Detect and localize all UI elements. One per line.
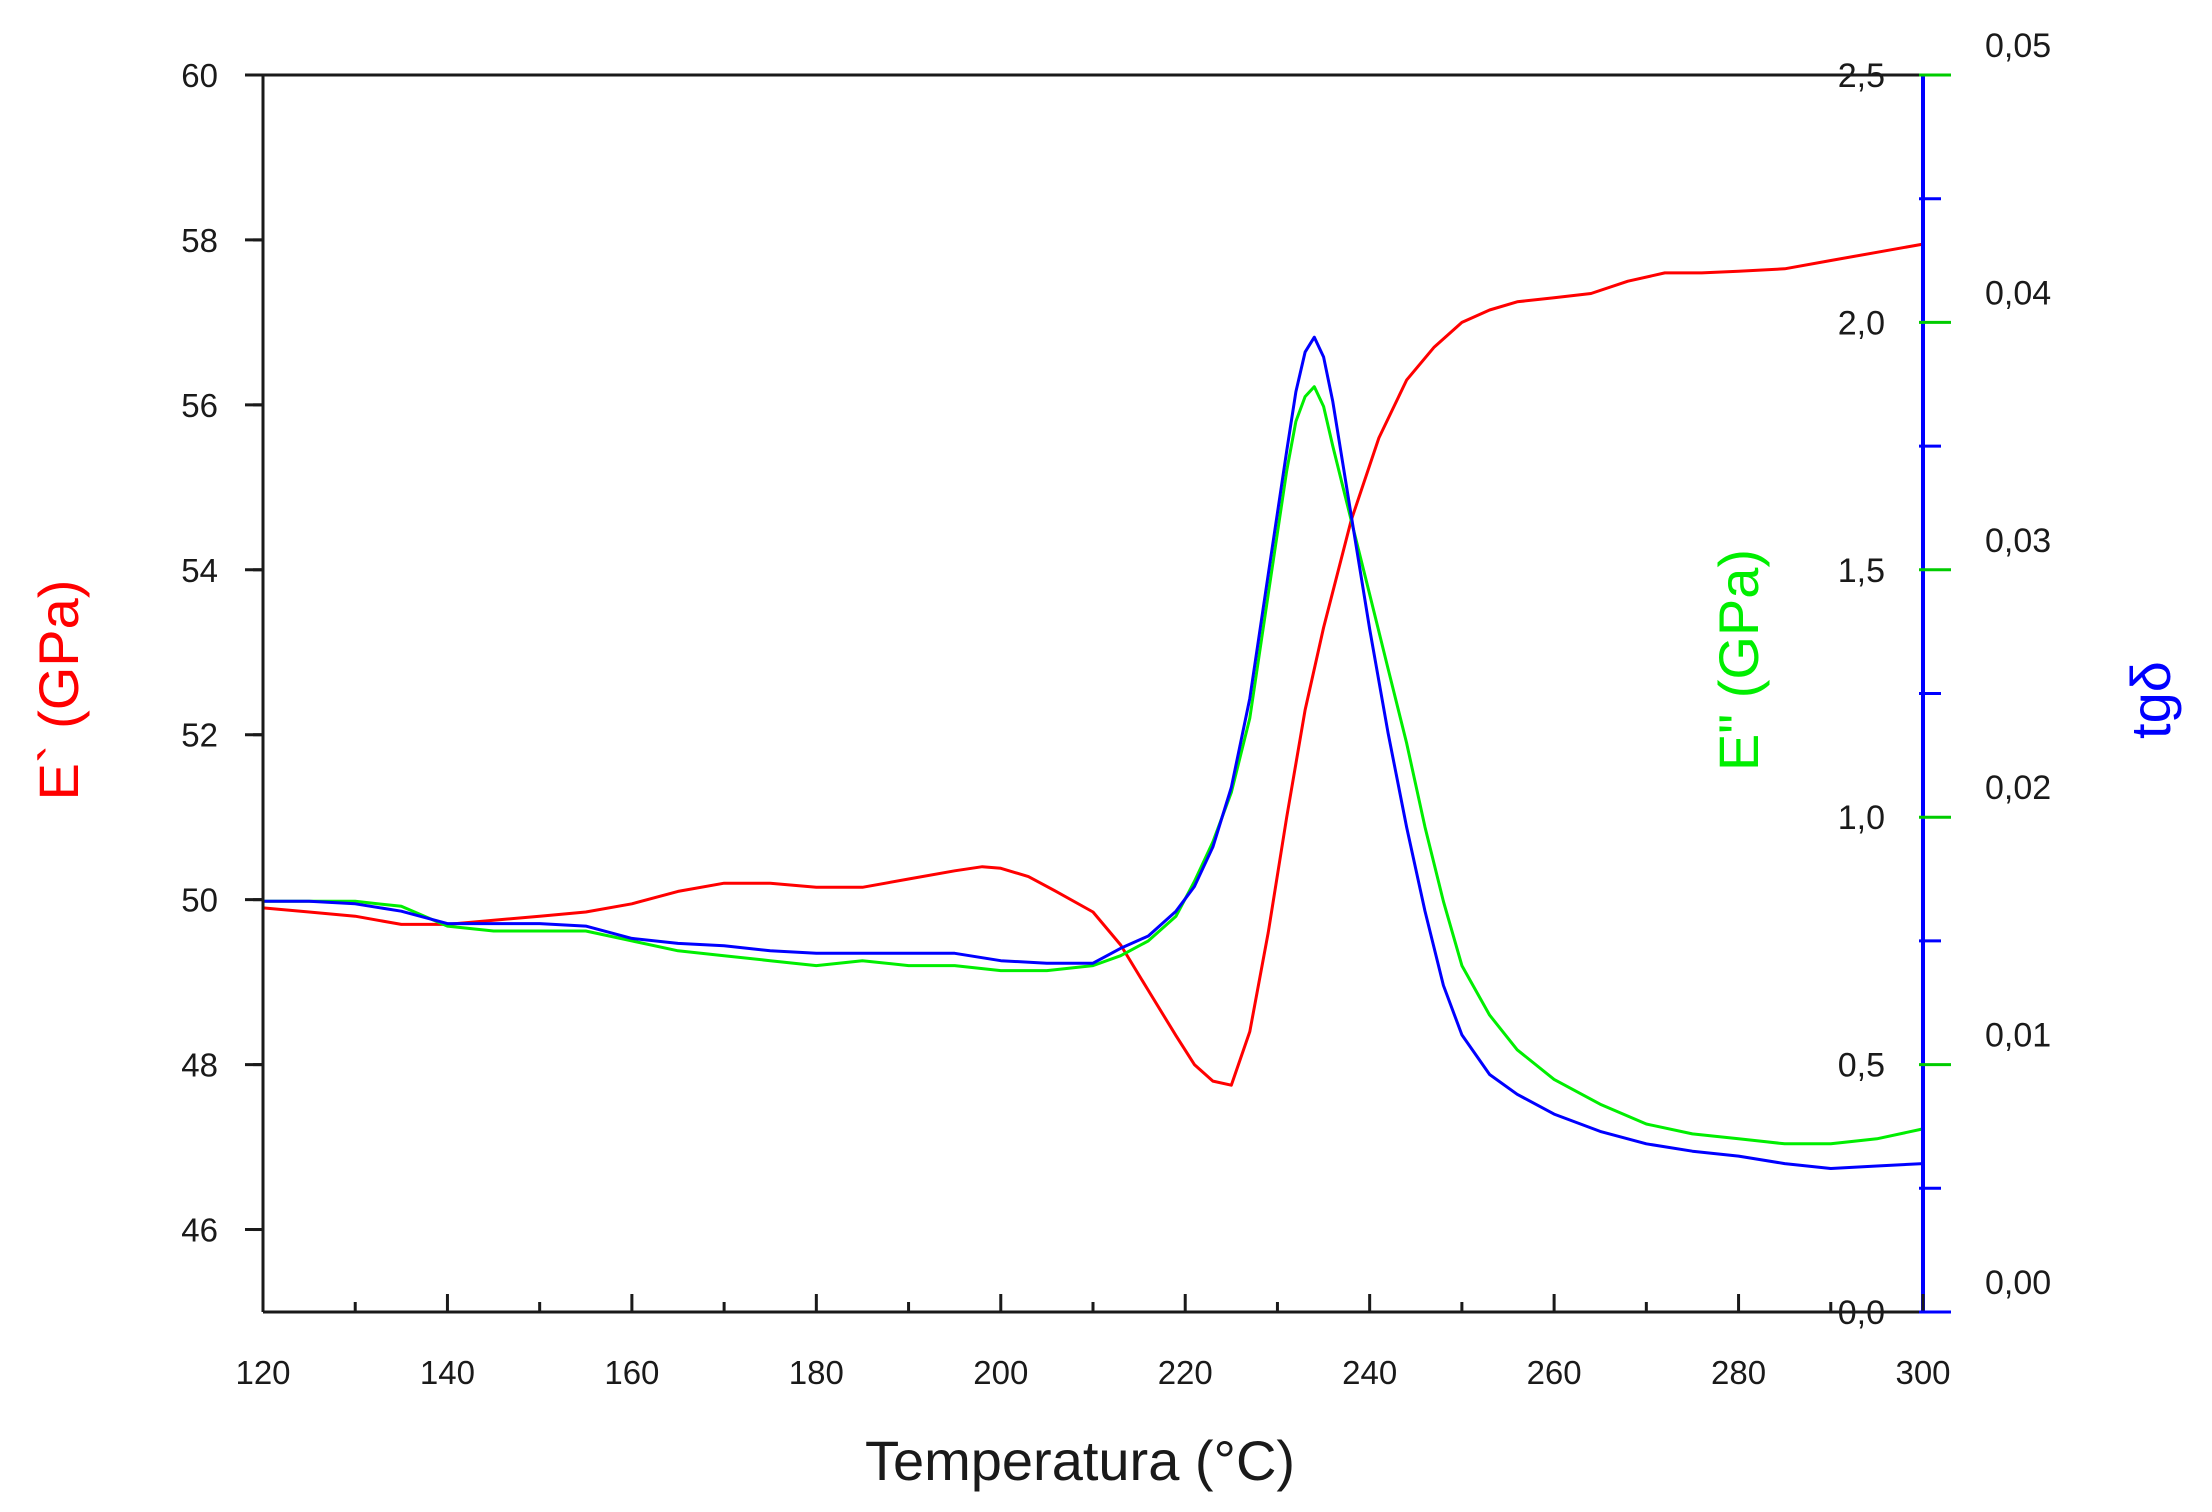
series-line-tan — [261, 335, 1925, 1170]
x-tick-label: 280 — [1711, 1354, 1766, 1391]
storage-modulus-axis-title: E` (GPa) — [27, 580, 90, 801]
x-tick-label: 200 — [973, 1354, 1028, 1391]
x-tick-label: 220 — [1158, 1354, 1213, 1391]
x-tick-label: 260 — [1527, 1354, 1582, 1391]
tick-labels: 120 140 160 180 200 220 240 260 280 300 46 48 50 52 54… — [181, 27, 2051, 1391]
tick-marks — [245, 73, 1951, 1314]
tan-tick-label: 0,03 — [1985, 522, 2051, 560]
x-tick-label: 140 — [420, 1354, 475, 1391]
loss-tick-label: 0,0 — [1838, 1294, 1885, 1332]
x-tick-label: 240 — [1342, 1354, 1397, 1391]
left-tick-label: 58 — [181, 222, 218, 259]
loss-tick-label: 2,0 — [1838, 304, 1885, 342]
series-line-storage — [261, 242, 1925, 1087]
loss-tick-label: 0,5 — [1838, 1047, 1885, 1085]
x-tick-label: 180 — [789, 1354, 844, 1391]
x-tick-label: 120 — [235, 1354, 290, 1391]
tan-delta-axis-title: tgδ — [2119, 661, 2182, 739]
loss-tick-label: 1,0 — [1838, 799, 1885, 837]
tan-tick-label: 0,04 — [1985, 274, 2051, 312]
data-lines — [261, 242, 1925, 1170]
series-line-loss — [261, 385, 1925, 1146]
left-tick-label: 56 — [181, 387, 218, 424]
x-tick-label: 300 — [1895, 1354, 1950, 1391]
tan-tick-label: 0,01 — [1985, 1017, 2051, 1055]
tan-tick-label: 0,00 — [1985, 1264, 2051, 1302]
left-tick-label: 54 — [181, 552, 218, 589]
left-tick-label: 50 — [181, 882, 218, 919]
x-axis-title: Temperatura (°C) — [865, 1429, 1295, 1492]
x-tick-label: 160 — [604, 1354, 659, 1391]
left-tick-label: 60 — [181, 57, 218, 94]
left-tick-label: 52 — [181, 717, 218, 754]
left-tick-label: 48 — [181, 1047, 218, 1084]
loss-tick-label: 2,5 — [1838, 57, 1885, 95]
loss-modulus-axis-title: E" (GPa) — [1707, 549, 1770, 771]
left-tick-label: 46 — [181, 1212, 218, 1249]
tan-tick-label: 0,05 — [1985, 27, 2051, 65]
loss-tick-label: 1,5 — [1838, 552, 1885, 590]
tan-tick-label: 0,02 — [1985, 769, 2051, 807]
